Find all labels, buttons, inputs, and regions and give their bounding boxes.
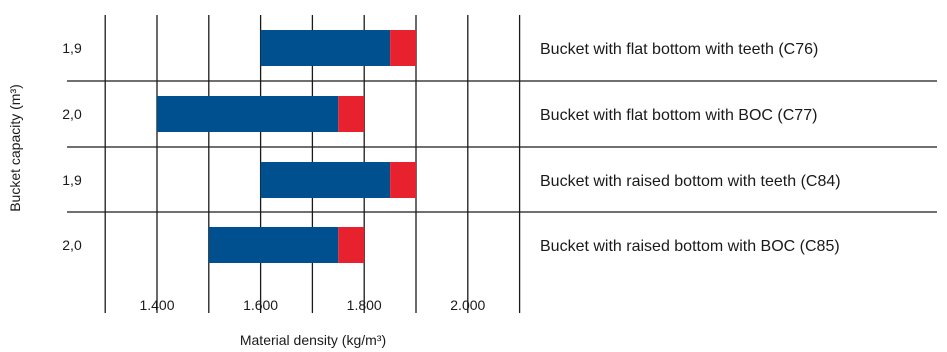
bar-extension	[390, 162, 416, 198]
bar-extension	[338, 96, 365, 132]
x-tick-label: 2.000	[450, 297, 485, 313]
bar-extension	[338, 227, 365, 263]
x-tick-label: 1.400	[139, 297, 174, 313]
x-axis-label: Material density (kg/m³)	[240, 332, 386, 348]
bar-main	[260, 30, 391, 66]
bucket-label: Bucket with flat bottom with teeth (C76)	[540, 41, 818, 58]
bucket-labels: Bucket with flat bottom with teeth (C76)…	[540, 41, 841, 255]
bar-extension	[390, 30, 416, 66]
bar-main	[157, 96, 339, 132]
x-tick-label: 1.600	[243, 297, 278, 313]
capacity-label: 1,9	[62, 40, 82, 56]
bucket-label: Bucket with raised bottom with teeth (C8…	[540, 173, 841, 190]
bucket-label: Bucket with raised bottom with BOC (C85)	[540, 238, 840, 255]
capacity-label: 2,0	[62, 106, 82, 122]
bar-main	[260, 162, 391, 198]
x-tick-label: 1.800	[347, 297, 382, 313]
bars	[157, 30, 416, 263]
y-axis-label: Bucket capacity (m³)	[7, 84, 23, 212]
x-tick-labels: 1.400 1.600 1.800 2.000	[139, 297, 485, 313]
capacity-labels: 1,9 2,0 1,9 2,0	[62, 40, 82, 253]
capacity-label: 2,0	[62, 237, 82, 253]
horizontal-gridlines	[67, 80, 937, 213]
bar-main	[208, 227, 339, 263]
bucket-label: Bucket with flat bottom with BOC (C77)	[540, 107, 817, 124]
capacity-label: 1,9	[62, 172, 82, 188]
